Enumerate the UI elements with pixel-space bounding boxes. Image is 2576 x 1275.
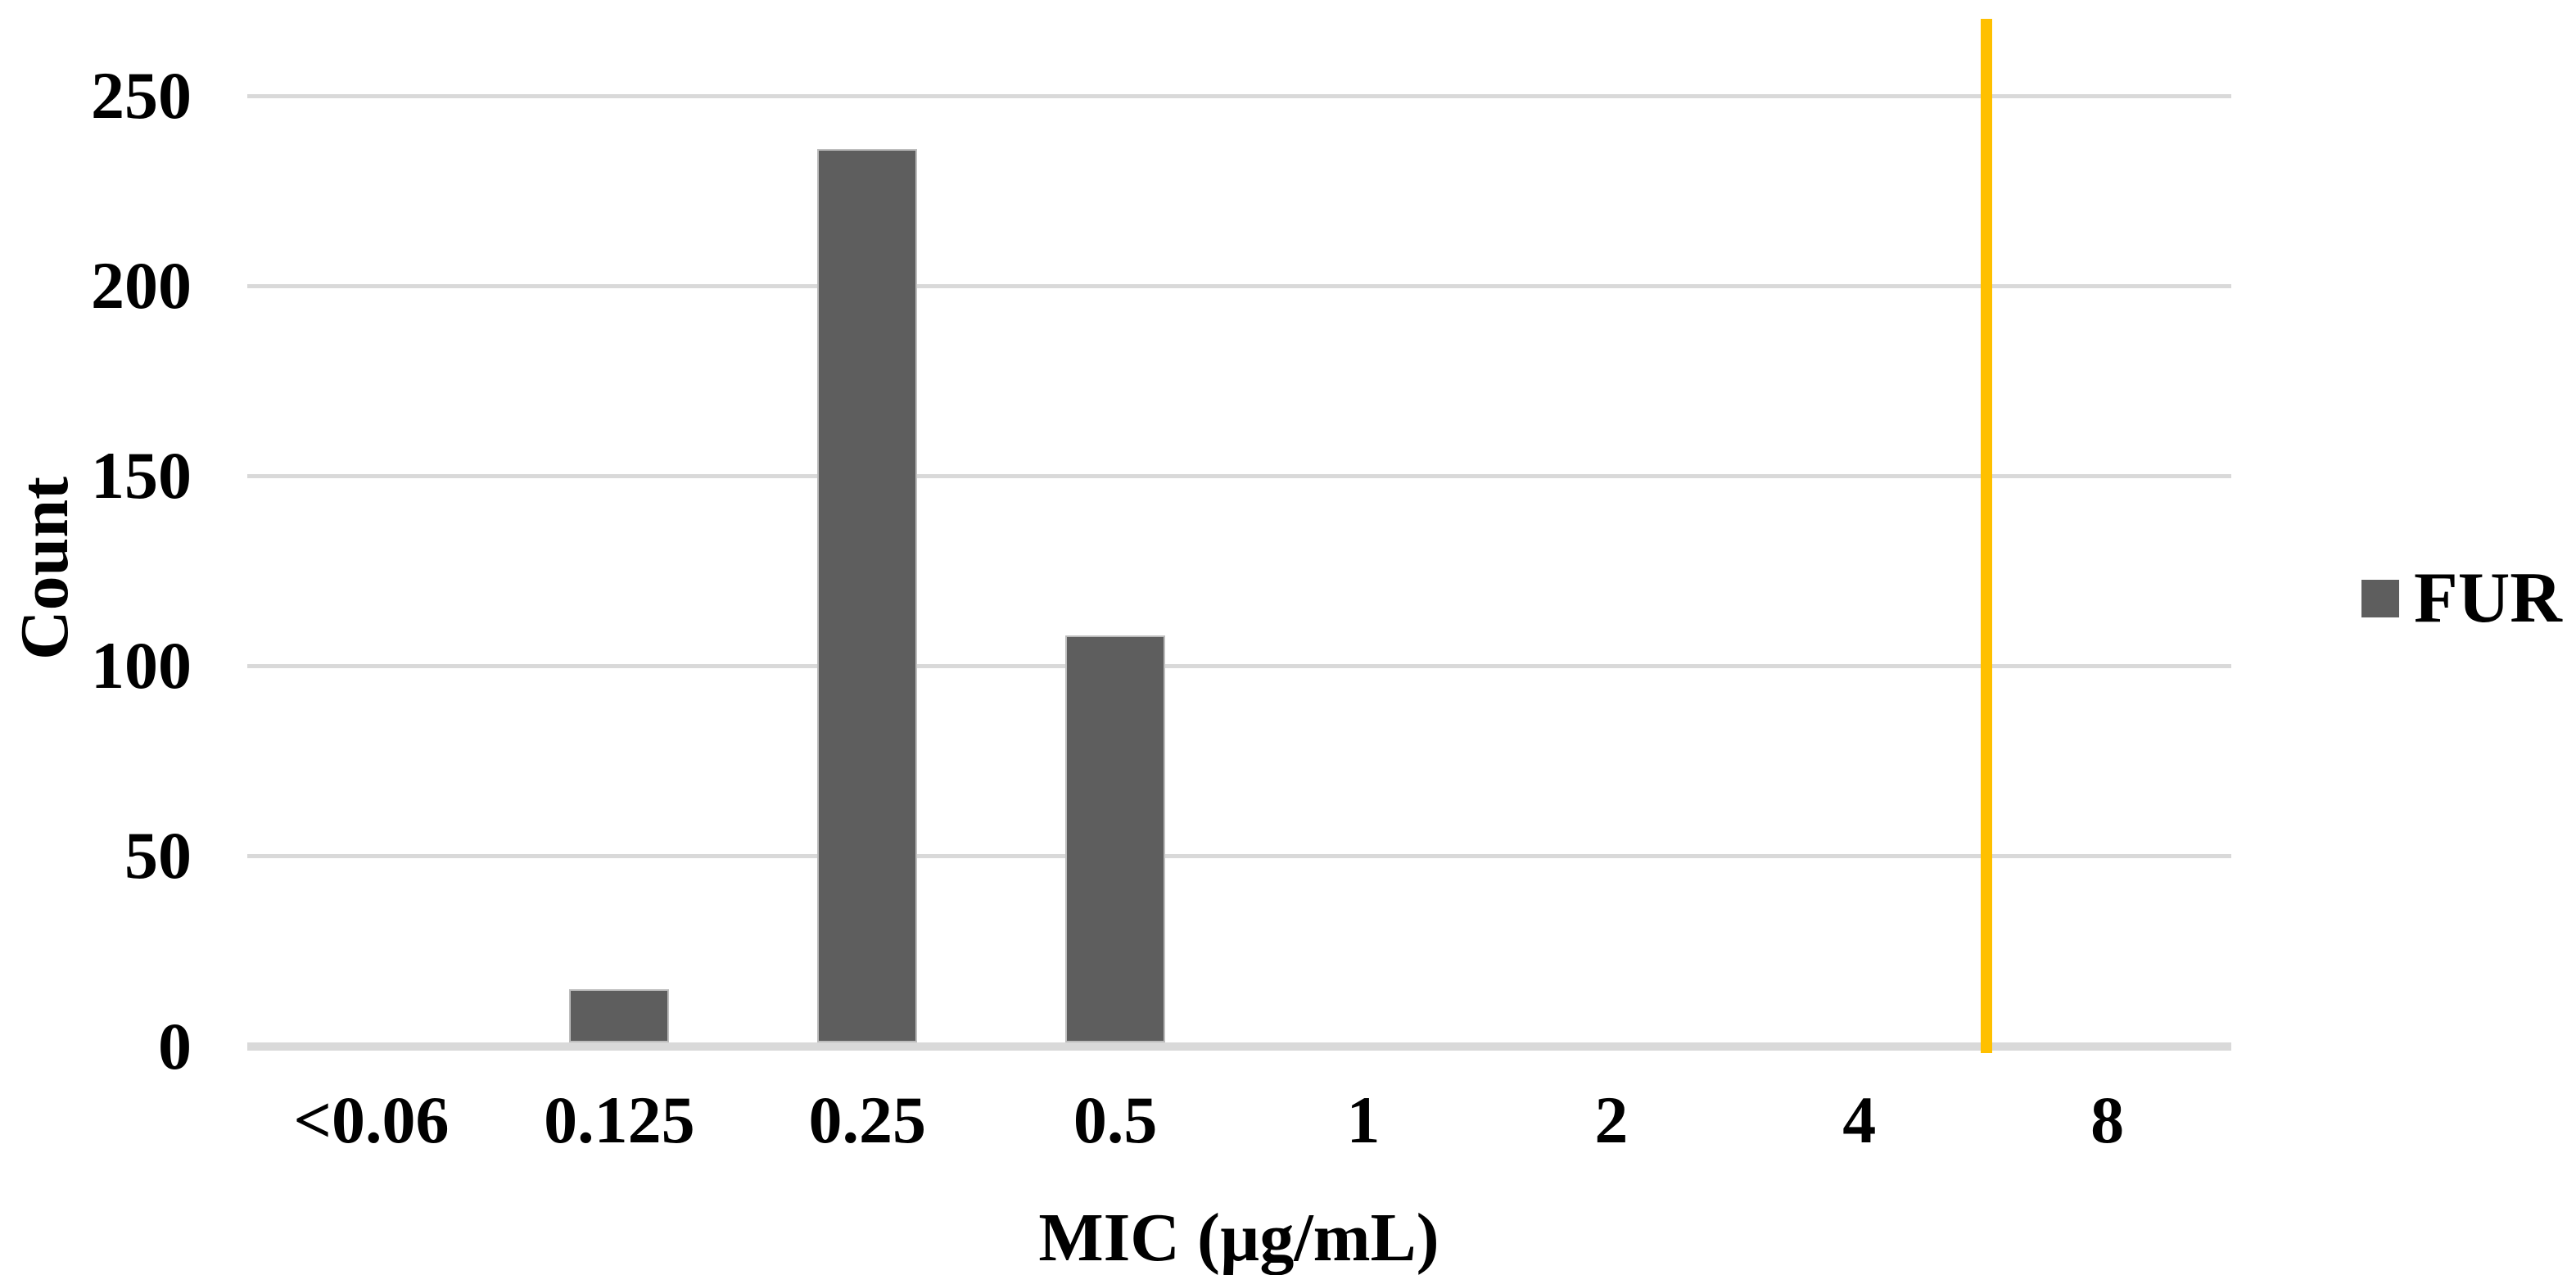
bar-0.5: [1065, 635, 1166, 1042]
legend-label-fur: FUR: [2414, 558, 2562, 638]
y-tick-label: 250: [91, 58, 192, 133]
gridline: [247, 473, 2231, 478]
y-tick-label: 150: [91, 438, 192, 513]
gridline: [247, 283, 2231, 288]
y-tick-label: 200: [91, 248, 192, 323]
y-tick-label: 50: [124, 818, 192, 893]
x-tick-label: 0.5: [1073, 1083, 1158, 1157]
y-tick-label: 100: [91, 628, 192, 703]
x-tick-label: 0.125: [544, 1083, 695, 1157]
gridline: [247, 853, 2231, 858]
y-axis-title: Count: [7, 476, 83, 661]
x-tick-label: 4: [1842, 1083, 1877, 1157]
x-tick-label: 8: [2090, 1083, 2125, 1157]
x-tick-label: 2: [1594, 1083, 1629, 1157]
bar-0.125: [569, 988, 670, 1042]
x-axis-title: MIC (µg/mL): [1038, 1200, 1439, 1275]
x-axis-line: [247, 1042, 2231, 1051]
legend: FUR: [2361, 563, 2562, 635]
x-tick-label: 1: [1346, 1083, 1381, 1157]
gridline: [247, 93, 2231, 98]
x-tick-label: 0.25: [808, 1083, 926, 1157]
threshold-line: [1981, 19, 1993, 1053]
legend-swatch-fur: [2361, 580, 2399, 617]
gridline: [247, 663, 2231, 668]
y-tick-label: 0: [158, 1008, 192, 1083]
x-tick-label: <0.06: [293, 1083, 450, 1157]
bar-0.25: [817, 148, 918, 1042]
